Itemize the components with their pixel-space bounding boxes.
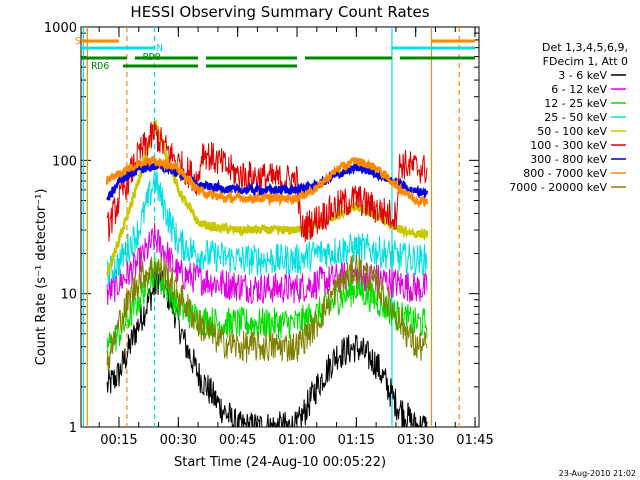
series-line [106, 121, 428, 242]
y-tick-label: 1000 [44, 21, 77, 36]
legend-entry-label: 300 - 800 keV [530, 153, 607, 166]
legend-entry-label: 100 - 300 keV [530, 139, 607, 152]
series-line [106, 256, 428, 355]
legend-entry-label: 7000 - 20000 keV [509, 181, 607, 194]
x-tick-label: 00:15 [100, 433, 137, 448]
x-tick-label: 00:30 [160, 433, 197, 448]
legend-entry-label: 25 - 50 keV [544, 111, 607, 124]
legend-entry-label: 50 - 100 keV [537, 125, 607, 138]
annotation-rd6: RD6 [91, 61, 109, 72]
legend: Det 1,3,4,5,6,9,FDecim 1, Att 03 - 6 keV… [509, 41, 628, 194]
x-tick-label: 01:00 [278, 433, 315, 448]
y-tick-label: 10 [60, 288, 77, 303]
y-tick-label: 100 [52, 154, 77, 169]
legend-header-line: Det 1,3,4,5,6,9, [542, 41, 628, 54]
series-line [106, 171, 428, 288]
x-tick-label: 00:45 [219, 433, 256, 448]
plot-frame [80, 26, 480, 428]
annotation-rd0: RD0 [143, 52, 161, 63]
y-axis-label: Count Rate (s⁻¹ detector⁻¹) [34, 189, 49, 366]
legend-entry-label: 12 - 25 keV [544, 97, 607, 110]
x-tick-label: 01:15 [338, 433, 375, 448]
annotation-n: N [157, 43, 163, 54]
series-line [106, 254, 428, 372]
x-tick-label: 01:45 [456, 433, 493, 448]
series-line [105, 154, 429, 209]
legend-entry-label: 800 - 7000 keV [523, 167, 607, 180]
plot-area: 1 10 100 1000 00:15 00:30 00:45 01:00 01:15 01:30… [44, 21, 494, 448]
annotation-s: S [75, 36, 81, 47]
legend-entry-label: 6 - 12 keV [551, 83, 607, 96]
x-tick-label: 01:30 [397, 433, 434, 448]
legend-header-line: FDecim 1, Att 0 [543, 55, 628, 68]
legend-entry-label: 3 - 6 keV [558, 69, 607, 82]
timestamp: 23-Aug-2010 21:02 [559, 469, 636, 478]
chart-title: HESSI Observing Summary Count Rates [130, 3, 429, 21]
y-tick-label: 1 [69, 421, 77, 436]
x-axis-label: Start Time (24-Aug-10 00:05:22) [174, 455, 386, 470]
